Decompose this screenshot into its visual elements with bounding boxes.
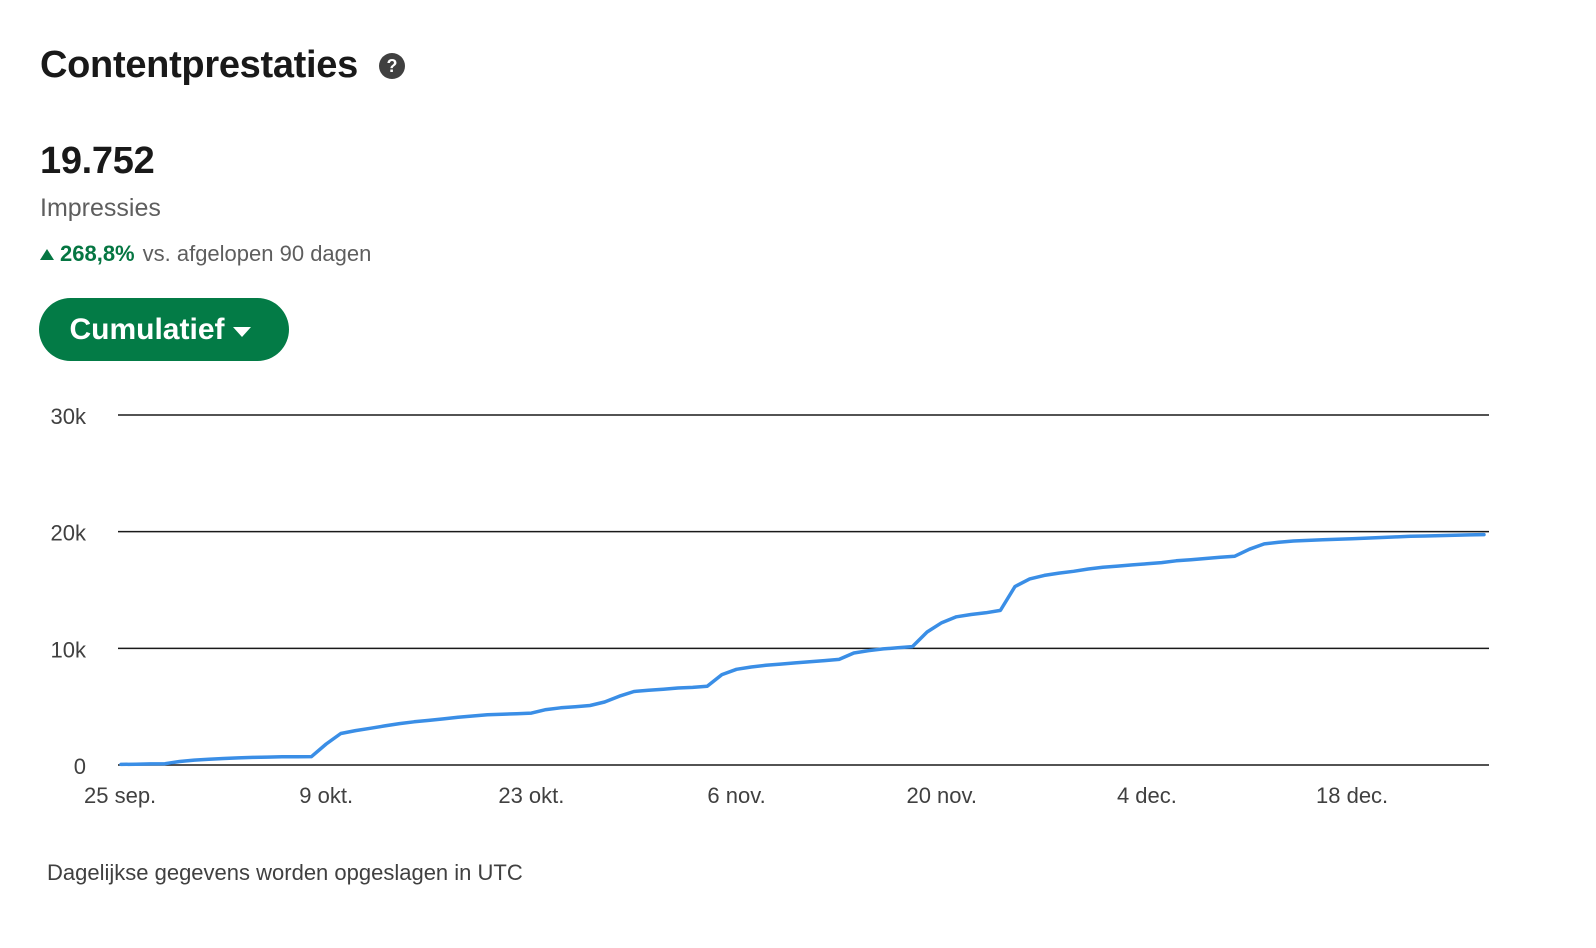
cumulative-dropdown-label: Cumulatief bbox=[69, 312, 225, 346]
y-tick-label: 20k bbox=[51, 521, 87, 546]
x-tick-label: 6 nov. bbox=[707, 783, 765, 808]
x-tick-label: 20 nov. bbox=[906, 783, 977, 808]
impressions-value: 19.752 bbox=[40, 140, 155, 182]
trend-indicator: 268,8% vs. afgelopen 90 dagen bbox=[40, 241, 371, 267]
x-tick-label: 25 sep. bbox=[84, 783, 156, 808]
x-tick-label: 4 dec. bbox=[1117, 783, 1177, 808]
footnote: Dagelijkse gegevens worden opgeslagen in… bbox=[47, 860, 523, 885]
y-tick-label: 0 bbox=[74, 754, 86, 779]
series-line-impressions bbox=[119, 532, 1486, 767]
svg-text:?: ? bbox=[386, 56, 397, 76]
x-tick-label: 23 okt. bbox=[498, 783, 564, 808]
trend-up-icon bbox=[40, 248, 54, 260]
impressions-label: Impressies bbox=[40, 194, 161, 222]
x-tick-label: 9 okt. bbox=[299, 783, 353, 808]
y-tick-label: 30k bbox=[51, 404, 87, 429]
x-tick-label: 18 dec. bbox=[1316, 783, 1388, 808]
cumulative-dropdown-button[interactable]: Cumulatief bbox=[39, 298, 289, 361]
chevron-down-icon bbox=[232, 326, 251, 337]
trend-comparison-text: vs. afgelopen 90 dagen bbox=[142, 241, 372, 266]
header: Contentprestaties ? bbox=[40, 44, 406, 87]
page-title: Contentprestaties bbox=[40, 44, 358, 86]
y-tick-label: 10k bbox=[51, 637, 87, 662]
trend-percentage: 268,8% bbox=[60, 241, 135, 266]
question-circle-icon[interactable]: ? bbox=[378, 52, 406, 80]
impressions-line-chart: 0 10k 20k 30k 25 sep. 9 okt. 23 okt. 6 nov. 20 n… bbox=[51, 404, 1489, 808]
